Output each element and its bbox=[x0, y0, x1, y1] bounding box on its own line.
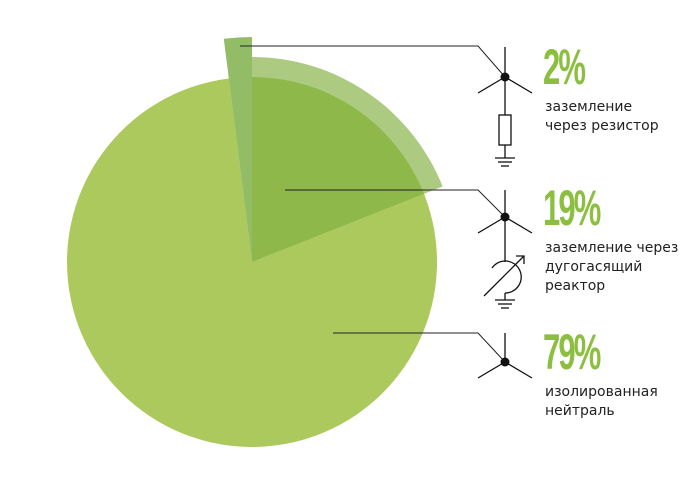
leader-line bbox=[240, 45, 506, 78]
node-dot bbox=[500, 72, 510, 82]
resistor-symbol bbox=[477, 47, 533, 167]
leader-line bbox=[285, 189, 506, 218]
slice-shade bbox=[252, 77, 425, 262]
reactor-symbol bbox=[477, 190, 533, 309]
category-label: изолированная нейтраль bbox=[545, 384, 658, 419]
slice bbox=[66, 78, 437, 448]
node-dot bbox=[500, 212, 510, 222]
percent-label: 79% bbox=[543, 324, 601, 380]
leader-line bbox=[333, 332, 506, 363]
category-label: заземление через резистор bbox=[545, 99, 659, 134]
category-label: заземление через дугогасящий реактор bbox=[545, 240, 679, 294]
isolated-symbol bbox=[477, 333, 533, 379]
slice bbox=[223, 37, 252, 262]
percent-label: 19% bbox=[543, 180, 601, 236]
percent-label: 2% bbox=[543, 39, 586, 95]
node-dot bbox=[500, 357, 510, 367]
